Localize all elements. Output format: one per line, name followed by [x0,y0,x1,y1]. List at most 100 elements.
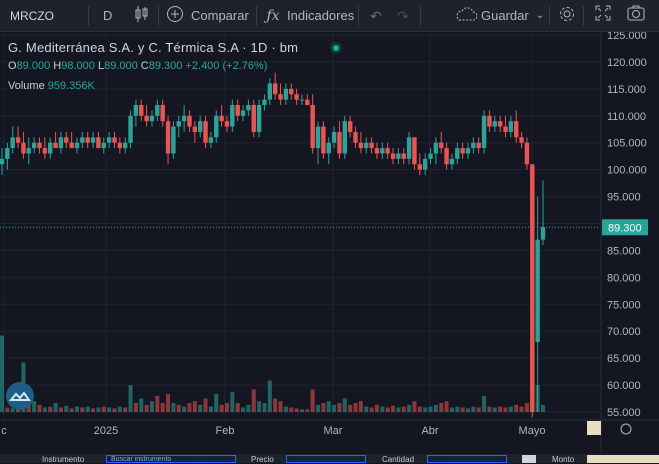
candles-icon[interactable] [131,5,153,27]
volume-bar [26,403,31,412]
save-button[interactable]: Guardar [481,8,529,23]
redo-icon[interactable]: ↷ [397,8,409,24]
y-tick-label: 60.000 [607,380,641,392]
x-tick-label: Mayo [519,425,546,437]
volume-bar [176,404,181,412]
camera-icon[interactable] [625,5,647,27]
candle-body [385,148,390,154]
volume-bar [508,406,513,412]
candle-body [422,158,428,170]
compare-button[interactable]: Comparar [191,8,249,23]
volume-bar [192,401,197,412]
volume-bar [117,406,122,412]
volume-bar [198,404,203,412]
candle-body [96,137,101,149]
amount-input[interactable] [587,455,659,463]
candle-body [369,142,374,149]
volume-bar [428,406,433,412]
high-label: H [53,60,62,72]
volume-bar [58,407,63,412]
volume-bar [10,408,15,412]
candle-body [305,99,310,106]
gear-icon[interactable] [556,5,578,27]
candle-body [0,158,5,165]
volume-bar [514,404,519,412]
candle-body [106,137,112,143]
toolbar-divider [420,6,421,26]
quantity-input[interactable] [427,455,507,463]
candle-body [535,239,540,342]
plus-circle-icon[interactable] [164,5,186,27]
undo-icon[interactable]: ↶ [370,8,382,24]
volume-label: Volume [8,80,45,92]
interval-button[interactable]: D [103,8,113,23]
fullscreen-icon[interactable] [592,5,614,27]
volume-bar [128,385,133,412]
last-price-tag [602,219,648,236]
candle-body [128,115,133,143]
candle-body [492,121,497,127]
candle-body [262,99,267,106]
candle-body [460,148,465,154]
candle-body [230,105,235,127]
volume-bar [289,407,294,412]
volume-bar [64,405,69,412]
open-value: 89.000 [16,60,51,72]
open-label: O [8,60,17,72]
candle-body [331,131,337,143]
chevron-down-icon[interactable]: ⌄ [535,10,545,21]
candle-body [246,105,251,111]
volume-bar [166,394,171,412]
candle-body [481,115,487,149]
candle-body [283,88,289,100]
amount-toggle-icon[interactable] [522,455,536,463]
indicators-button[interactable]: Indicadores [287,8,355,23]
cloud-icon[interactable] [453,5,479,27]
volume-bar [305,409,310,412]
fx-icon[interactable]: ƒx [266,8,280,24]
volume-bar [455,406,460,412]
candle-body [310,105,315,149]
candle-body [112,137,117,143]
instrument-search-input[interactable]: Buscar instrumento [106,455,236,463]
volume-bar [482,395,487,412]
x-tick-label: c [1,425,7,437]
toolbar-divider [358,6,359,26]
candle-body [471,142,476,149]
symbol-search-button[interactable]: MRCZO [10,9,54,23]
candle-body [181,115,187,122]
candle-body [524,142,530,165]
x-tick-label: 2025 [94,425,118,437]
top-toolbar: MRCZO D Comparar ƒx Indicadores ↶ ↷ Guar… [0,0,659,32]
volume-bar [487,406,492,412]
volume-bar [203,398,208,412]
toolbar-divider [583,6,584,26]
volume-bar [321,403,326,412]
candle-body [101,142,106,149]
candle-body [465,148,471,154]
candle-body [117,142,123,149]
volume-bar [160,403,165,412]
volume-bar [262,403,267,412]
price-input[interactable] [286,455,366,463]
axis-settings-gear-icon[interactable] [620,423,632,435]
candle-body [144,115,149,122]
volume-bar [85,406,90,412]
volume-bar [48,406,53,412]
candle-body [497,121,503,127]
candle-body [353,131,358,143]
volume-bar [342,398,347,412]
price-chart[interactable]: 125.000 120.000 115.000 110.000 105.000 100.0… [0,32,659,454]
candle-body [299,99,305,101]
candle-body [37,142,42,149]
toolbar-divider [88,6,89,26]
y-tick-label: 115.000 [607,84,646,96]
y-tick-label: 125.000 [607,32,647,42]
volume-bar [133,403,138,412]
volume-bar [401,406,406,412]
y-tick-label: 70.000 [607,326,641,338]
volume-bar [316,404,321,412]
volume-bar [391,405,396,412]
x-tick-label: Mar [324,425,343,437]
y-tick-label: 95.000 [607,192,641,204]
